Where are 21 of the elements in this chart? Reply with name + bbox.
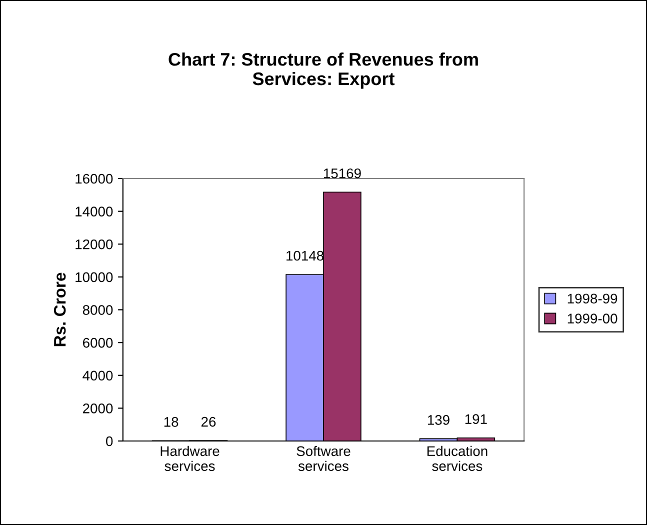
data-label: 26: [201, 416, 216, 427]
y-tick-label: 4000: [82, 370, 113, 381]
y-tick-label: 14000: [76, 206, 113, 216]
legend-label: 1999-00: [568, 314, 618, 324]
y-tick-label: 16000: [76, 174, 113, 184]
data-label: 18: [164, 417, 178, 427]
x-tick-label: Software services: [296, 446, 350, 472]
y-tick-label: 0: [106, 436, 113, 446]
y-tick-label: 8000: [82, 305, 113, 315]
y-tick-label: 6000: [83, 338, 113, 348]
data-label: 15169: [324, 168, 361, 178]
legend-label: 1998-99: [568, 294, 618, 304]
y-axis-title: Rs. Crore: [54, 272, 66, 346]
x-tick-label: Education services: [427, 446, 488, 472]
chart-title: Chart 7: Structure of Revenues from Services: Export: [168, 52, 478, 89]
x-tick-label: Hardware services: [160, 446, 220, 472]
data-label: 139: [428, 415, 450, 425]
y-tick-label: 10000: [76, 272, 113, 282]
y-tick-label: 12000: [76, 239, 113, 250]
y-tick-label: 2000: [83, 404, 113, 414]
data-label: 191: [465, 414, 487, 424]
